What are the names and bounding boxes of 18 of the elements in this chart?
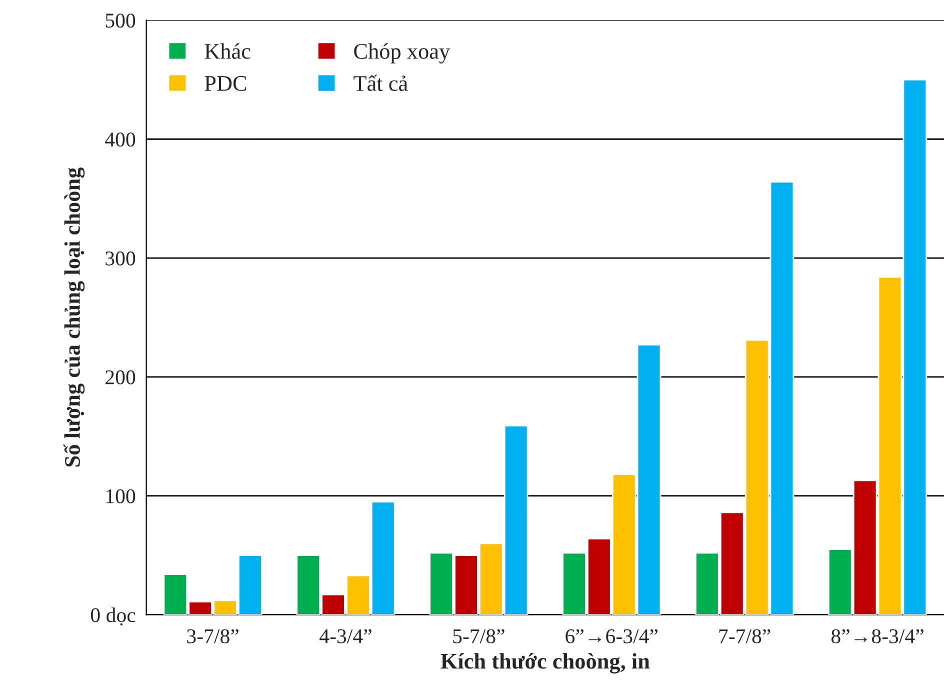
legend-label: Chóp xoay xyxy=(354,43,450,64)
y-tick-label: 200 xyxy=(106,370,136,384)
x-axis-title: Kích thước choòng, in xyxy=(440,653,650,674)
y-tick-label: 300 xyxy=(106,251,136,266)
y-axis-title: Số lượng của chủng loại choòng xyxy=(64,167,85,466)
x-tick-label: 8”→8-3/4” xyxy=(831,629,924,644)
legend-label: Tất cả xyxy=(354,74,408,92)
x-tick-label: 5-7/8” xyxy=(453,629,504,644)
x-tick-label: 3-7/8” xyxy=(187,629,238,644)
y-tick-label: 500 xyxy=(106,14,136,28)
y-tick-label: 400 xyxy=(105,132,136,147)
y-tick-label: 0 dọc xyxy=(90,608,136,626)
legend-label: PDC xyxy=(204,76,246,91)
x-tick-label: 6”→6-3/4” xyxy=(566,629,658,644)
x-tick-label: 4-3/4” xyxy=(320,629,372,644)
y-tick-label: 100 xyxy=(106,489,136,504)
legend-label: Khác xyxy=(204,43,250,59)
x-tick-label: 7-7/8” xyxy=(719,629,770,644)
